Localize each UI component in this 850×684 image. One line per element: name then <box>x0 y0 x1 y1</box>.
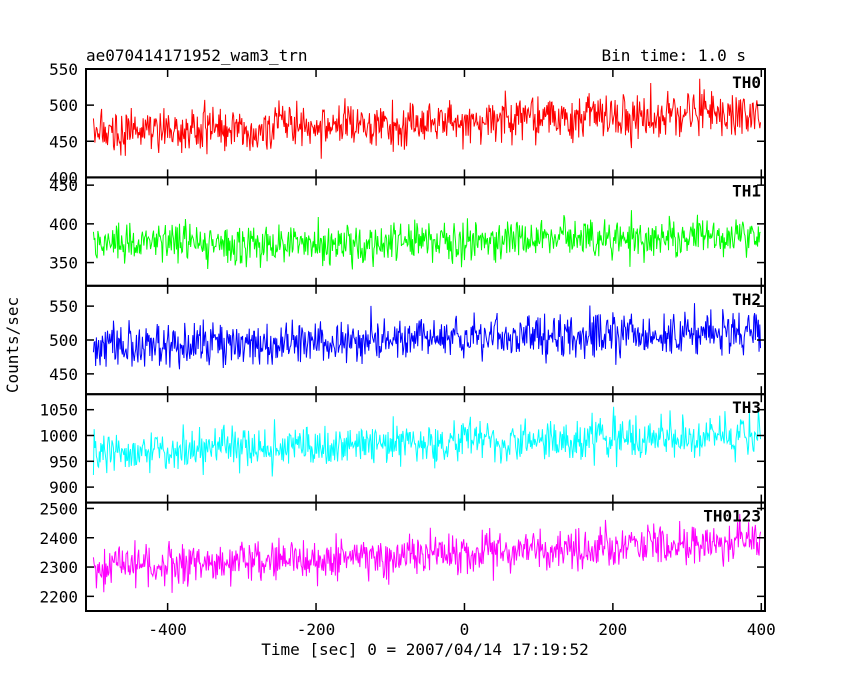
y-tick-label: 500 <box>49 96 78 115</box>
y-tick-label: 550 <box>49 60 78 79</box>
panel-th0123: 2200 2300 2400 2500 TH0123 <box>39 499 766 613</box>
panel-label-th3: TH3 <box>732 398 761 417</box>
y-axis-label: Counts/sec <box>3 297 22 393</box>
y-tick-label: 550 <box>49 297 78 316</box>
panel-label-th0: TH0 <box>732 73 761 92</box>
series-line-th0123 <box>92 513 762 593</box>
panel-label-th1: TH1 <box>732 181 761 200</box>
series-line-th2 <box>92 303 762 370</box>
chart-title: ae070414171952_wam3_trn <box>86 46 308 65</box>
series-line-th0 <box>92 78 762 159</box>
panel-th2: 450 500 550 TH2 <box>49 284 766 396</box>
x-tick-label: -400 <box>148 620 187 639</box>
y-tick-label: 350 <box>49 254 78 273</box>
y-tick-label: 500 <box>49 331 78 350</box>
y-tick-label: 2500 <box>39 499 78 518</box>
y-tick-label: 400 <box>49 168 78 187</box>
y-tick-label: 2300 <box>39 558 78 577</box>
panel-th3: 900 950 1000 1050 TH3 <box>39 393 766 504</box>
y-tick-label: 1050 <box>39 401 78 420</box>
series-line-th1 <box>92 210 761 270</box>
y-tick-label: 450 <box>49 176 78 195</box>
y-tick-label: 450 <box>49 132 78 151</box>
panel-frame <box>85 501 766 613</box>
y-tick-label: 2400 <box>39 529 78 548</box>
bin-time-label: Bin time: 1.0 s <box>602 46 747 65</box>
series-line-th3 <box>92 406 762 477</box>
y-tick-label: 1000 <box>39 426 78 445</box>
panel-th0: 400 450 500 550 TH0 <box>49 60 766 187</box>
y-tick-label: 400 <box>49 215 78 234</box>
x-axis: -400 -200 0 200 400 <box>148 620 775 639</box>
y-tick-label: 450 <box>49 365 78 384</box>
y-tick-label: 2200 <box>39 587 78 606</box>
panel-th1: 350 400 450 TH1 <box>49 176 766 287</box>
x-tick-label: -200 <box>297 620 336 639</box>
panel-label-th2: TH2 <box>732 290 761 309</box>
x-axis-label: Time [sec] 0 = 2007/04/14 17:19:52 <box>261 640 589 659</box>
y-tick-label: 950 <box>49 452 78 471</box>
x-tick-label: 0 <box>460 620 470 639</box>
panel-label-th0123: TH0123 <box>703 507 761 526</box>
x-tick-label: 400 <box>747 620 776 639</box>
y-tick-label: 900 <box>49 478 78 497</box>
x-tick-label: 200 <box>598 620 627 639</box>
